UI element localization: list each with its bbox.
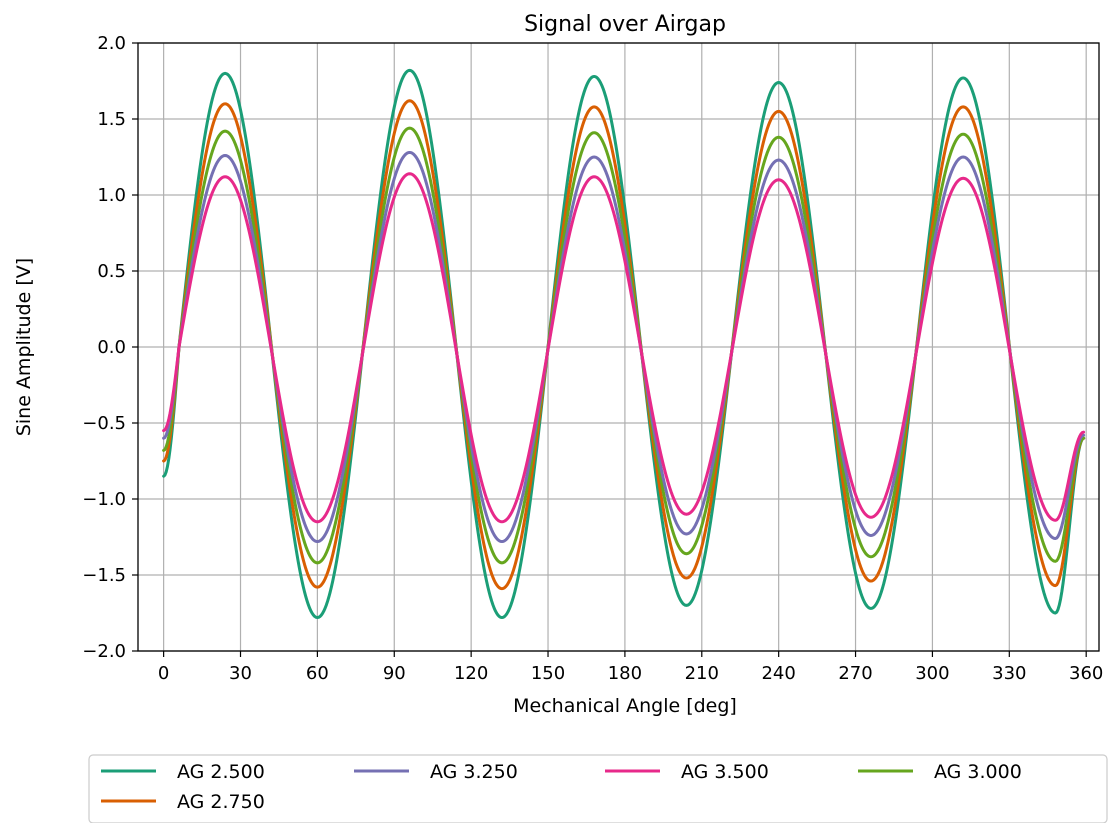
x-tick-label: 30 bbox=[229, 663, 252, 684]
legend-label: AG 2.750 bbox=[177, 791, 265, 813]
plot-series bbox=[162, 68, 1086, 620]
x-tick-label: 180 bbox=[608, 663, 642, 684]
y-axis-ticks: 2.0 1.5 1.0 0.5 0.0 −0.5 −1.0 −1.5 −2.0 bbox=[82, 33, 138, 662]
series-line-ag-3-250 bbox=[162, 150, 1086, 544]
y-tick-label: 1.0 bbox=[97, 185, 126, 206]
x-tick-label: 270 bbox=[838, 663, 872, 684]
series-line-ag-3-500 bbox=[162, 172, 1086, 524]
x-axis-ticks: 0 30 60 90 120 150 180 210 240 270 300 330 360 bbox=[158, 651, 1103, 684]
legend-item: AG 2.500 bbox=[101, 761, 265, 783]
chart-title: Signal over Airgap bbox=[524, 12, 726, 37]
legend-item: AG 3.250 bbox=[354, 761, 518, 783]
legend-item: AG 3.500 bbox=[605, 761, 769, 783]
y-axis-title: Sine Amplitude [V] bbox=[13, 258, 35, 436]
x-tick-label: 240 bbox=[761, 663, 795, 684]
y-tick-label: −2.0 bbox=[82, 641, 126, 662]
legend-item: AG 2.750 bbox=[101, 791, 265, 813]
y-tick-label: 2.0 bbox=[97, 33, 126, 54]
legend-label: AG 3.250 bbox=[430, 761, 518, 783]
legend: AG 2.500 AG 3.250 AG 3.500 AG 3.000 AG 2.750 bbox=[88, 754, 1108, 823]
series-line-ag-2-500 bbox=[162, 68, 1086, 620]
y-tick-label: −1.5 bbox=[82, 565, 126, 586]
legend-label: AG 3.000 bbox=[934, 761, 1022, 783]
series-line-ag-2-750 bbox=[162, 99, 1086, 591]
x-tick-label: 360 bbox=[1069, 663, 1103, 684]
x-tick-label: 0 bbox=[158, 663, 169, 684]
y-tick-label: 1.5 bbox=[97, 109, 126, 130]
y-tick-label: −1.0 bbox=[82, 489, 126, 510]
legend-item: AG 3.000 bbox=[858, 761, 1022, 783]
y-tick-label: −0.5 bbox=[82, 413, 126, 434]
legend-frame bbox=[88, 754, 1108, 823]
x-tick-label: 150 bbox=[531, 663, 565, 684]
x-axis-title: Mechanical Angle [deg] bbox=[513, 695, 737, 717]
x-tick-label: 300 bbox=[915, 663, 949, 684]
grid-lines bbox=[138, 42, 1099, 652]
series-line-ag-3-000 bbox=[162, 126, 1086, 565]
x-tick-label: 120 bbox=[454, 663, 488, 684]
legend-items: AG 2.500 AG 3.250 AG 3.500 AG 3.000 AG 2.750 bbox=[101, 761, 1022, 813]
x-tick-label: 210 bbox=[685, 663, 719, 684]
x-tick-label: 60 bbox=[306, 663, 329, 684]
x-tick-label: 90 bbox=[383, 663, 406, 684]
x-tick-label: 330 bbox=[992, 663, 1026, 684]
y-tick-label: 0.0 bbox=[97, 337, 126, 358]
legend-label: AG 2.500 bbox=[177, 761, 265, 783]
legend-label: AG 3.500 bbox=[681, 761, 769, 783]
y-tick-label: 0.5 bbox=[97, 261, 126, 282]
